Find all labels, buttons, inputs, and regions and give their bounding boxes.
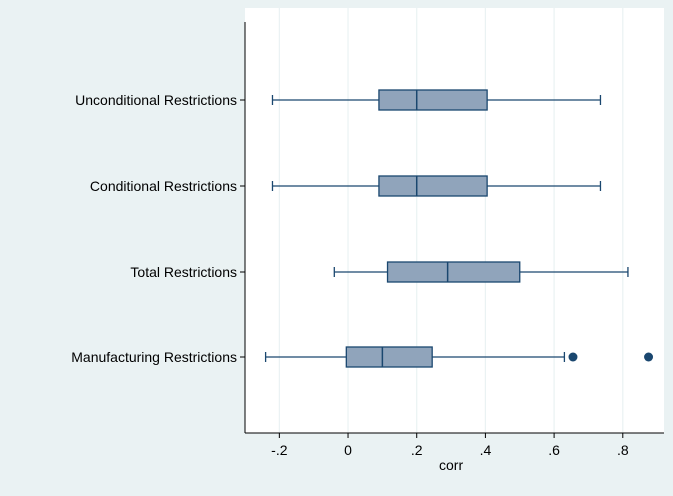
outlier-point (644, 352, 654, 362)
outlier-point (568, 352, 578, 362)
category-label: Manufacturing Restrictions (71, 349, 237, 365)
box-4 (264, 346, 654, 368)
x-tick-label: -.2 (271, 442, 288, 458)
iqr-box (345, 346, 433, 368)
iqr-box (378, 89, 488, 111)
box-3 (333, 261, 629, 283)
x-tick-label: 0 (344, 442, 352, 458)
category-label: Unconditional Restrictions (75, 92, 237, 108)
plot-area (245, 8, 664, 433)
x-tick-label: .6 (548, 442, 560, 458)
category-label: Conditional Restrictions (90, 178, 237, 194)
iqr-box (386, 261, 521, 283)
iqr-box (378, 175, 488, 197)
box-2 (271, 175, 602, 197)
axes: -.2 0 .2 .4 .6 .8 Unconditional Restrictions Co… (71, 22, 664, 458)
gridlines (278, 8, 624, 433)
x-axis-label: corr (439, 457, 463, 473)
x-tick-label: .4 (480, 442, 492, 458)
box-1 (271, 89, 602, 111)
category-label: Total Restrictions (130, 264, 237, 280)
x-tick-label: .8 (617, 442, 629, 458)
x-tick-label: .2 (411, 442, 423, 458)
boxes (264, 89, 654, 368)
